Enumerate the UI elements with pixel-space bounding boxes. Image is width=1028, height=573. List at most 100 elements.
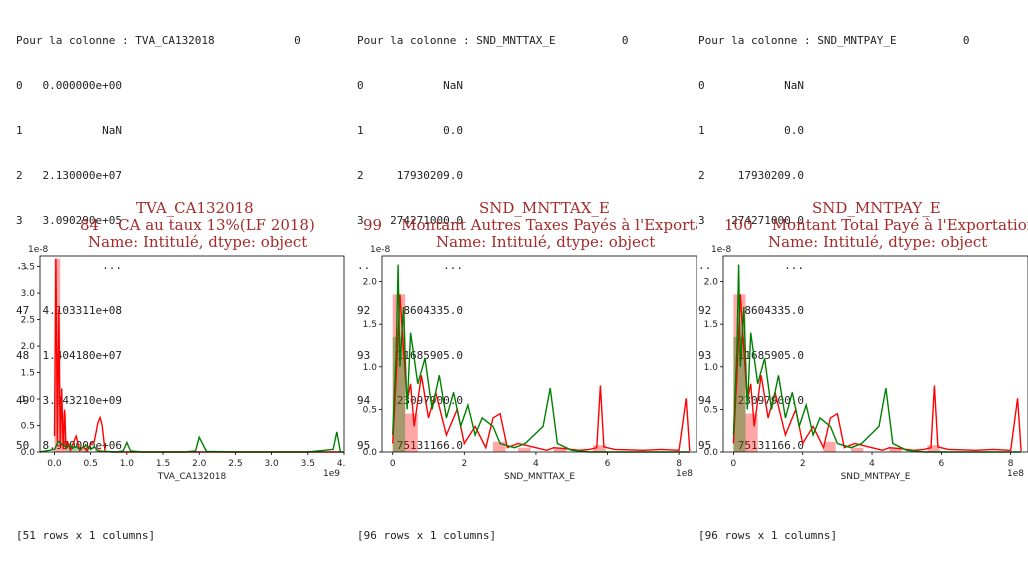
y-tick-label: 3.0 (21, 289, 36, 299)
plot-title-line-1: SND_MNTTAX_E (479, 199, 610, 217)
x-axis-label: SND_MNTTAX_E (504, 472, 575, 482)
y-tick-label: 2.0 (704, 278, 719, 288)
plot-title-line-2: 100 Montant Total Payé à l'Exportation (724, 217, 1028, 234)
histogram-bar (889, 447, 902, 452)
x-tick-label: 6 (938, 459, 944, 469)
output-line: 0 0.000000e+00 (16, 79, 122, 92)
y-offset-label: 1e-8 (711, 245, 732, 255)
density-plot-3: 0 2 4 6 8 0.0 0.5 1.0 1.5 2.0 1e-8 1e8 SND_MNTPAY_E (704, 245, 1028, 482)
output-line: 47 4.103311e+08 (16, 304, 122, 317)
density-line (392, 264, 690, 453)
y-tick-label: 2.0 (21, 342, 36, 352)
y-tick-label: 0.0 (363, 448, 378, 458)
y-tick-label: 2.0 (363, 278, 378, 288)
output-column-2: Pour la colonne : SND_MNTTAX_E 0 0 NaN 1… (357, 0, 697, 542)
x-tick-label: 2 (461, 459, 467, 469)
histogram-bar (593, 445, 606, 452)
output-line: 2 17930209.0 (357, 169, 463, 182)
y-tick-label: 1.0 (363, 363, 378, 373)
x-tick-label: 3.5 (301, 459, 315, 469)
output-line: Pour la colonne : SND_MNTPAY_E 0 (698, 34, 970, 47)
y-tick-label: 1.0 (21, 395, 36, 405)
histogram-bar (851, 447, 864, 452)
y-tick-label: 0.0 (21, 448, 36, 458)
y-tick-label: 0.5 (704, 405, 718, 415)
output-line: [96 rows x 1 columns] (357, 529, 497, 542)
density-plot-1: 0.0 0.5 1.0 1.5 2.0 2.5 3.0 3.5 4.0 0.0 0.5 1.0 1.5 2… (21, 245, 346, 482)
x-tick-label: 6 (605, 459, 611, 469)
x-axis-label: TVA_CA132018 (157, 472, 227, 482)
y-tick-label: 1.5 (363, 320, 377, 330)
x-tick-label: 0.0 (47, 459, 62, 469)
density-line (53, 258, 341, 453)
histogram-bar (492, 441, 506, 452)
output-line: .. ... (16, 259, 122, 272)
output-line: 48 1.404180e+07 (16, 349, 122, 362)
output-line: [51 rows x 1 columns] (16, 529, 156, 542)
x-tick-label: 4.0 (337, 459, 346, 469)
y-tick-label: 0.0 (704, 448, 719, 458)
output-line: 95 75131166.0 (698, 439, 804, 452)
output-line: 92 8604335.0 (698, 304, 804, 317)
output-line: 95 75131166.0 (357, 439, 463, 452)
output-line: 1 NaN (16, 124, 122, 137)
density-line (392, 294, 691, 452)
output-line (16, 483, 301, 498)
y-tick-label: 3.5 (21, 263, 35, 273)
output-line: 94 23097900.0 (357, 394, 463, 407)
density-line (732, 264, 1022, 453)
histogram-bar (927, 445, 940, 452)
output-line: Pour la colonne : SND_MNTTAX_E 0 (357, 34, 629, 47)
x-tick-label: 4 (533, 459, 539, 469)
output-line (698, 483, 970, 498)
density-line (732, 294, 1022, 452)
histogram-bar (553, 447, 567, 452)
x-tick-label: 8 (676, 459, 682, 469)
x-tick-label: 8 (1008, 459, 1014, 469)
output-line: 2 2.130000e+07 (16, 169, 122, 182)
x-tick-label: 2.5 (228, 459, 242, 469)
x-tick-label: 2.0 (192, 459, 207, 469)
output-line: Pour la colonne : TVA_CA132018 0 (16, 34, 301, 47)
output-text-1: Pour la colonne : TVA_CA132018 0 0 0.000… (16, 3, 301, 573)
x-offset-label: 1e8 (676, 469, 693, 479)
x-tick-label: 4 (869, 459, 875, 469)
output-line: .. ... (698, 259, 804, 272)
output-line (357, 483, 629, 498)
output-line: 92 8604335.0 (357, 304, 463, 317)
output-line: 2 17930209.0 (698, 169, 804, 182)
output-line: 3 3.090290e+05 (16, 214, 122, 227)
output-column-1: Pour la colonne : TVA_CA132018 0 0 0.000… (16, 0, 346, 542)
plot-frame (722, 255, 1028, 453)
histogram-bar (518, 447, 531, 452)
y-tick-label: 1.5 (21, 369, 35, 379)
plot-title-line-3: Name: Intitulé, dtype: object (768, 233, 988, 251)
x-tick-label: 0.5 (84, 459, 98, 469)
x-offset-label: 1e8 (1007, 469, 1024, 479)
x-tick-label: 0 (731, 459, 737, 469)
plot-title-line-2: 99 Montant Autres Taxes Payés à l'Export… (363, 217, 697, 234)
x-axis-label: SND_MNTPAY_E (841, 472, 911, 482)
x-tick-label: 1.0 (120, 459, 135, 469)
x-tick-label: 0 (390, 459, 396, 469)
plot-title-line-1: TVA_CA132018 (136, 199, 254, 217)
plot-title-line-3: Name: Intitulé, dtype: object (88, 233, 308, 251)
plot-frame (39, 255, 345, 453)
output-column-3: Pour la colonne : SND_MNTPAY_E 0 0 NaN 1… (698, 0, 1028, 542)
plot-title-line-1: SND_MNTPAY_E (812, 199, 941, 217)
y-tick-label: 1.5 (704, 320, 718, 330)
output-line: 1 0.0 (357, 124, 463, 137)
x-offset-label: 1e9 (323, 469, 340, 479)
plot-frame (381, 255, 697, 453)
y-tick-label: 0.5 (363, 405, 377, 415)
y-offset-label: 1e-8 (28, 245, 49, 255)
plot-title-line-3: Name: Intitulé, dtype: object (436, 233, 656, 251)
x-tick-label: 1.5 (156, 459, 170, 469)
output-line: [96 rows x 1 columns] (698, 529, 838, 542)
y-tick-label: 0.5 (21, 422, 35, 432)
x-tick-label: 2 (800, 459, 806, 469)
output-line: .. ... (357, 259, 463, 272)
x-tick-label: 3.0 (264, 459, 279, 469)
output-line: 0 NaN (698, 79, 804, 92)
y-tick-label: 2.5 (21, 316, 35, 326)
